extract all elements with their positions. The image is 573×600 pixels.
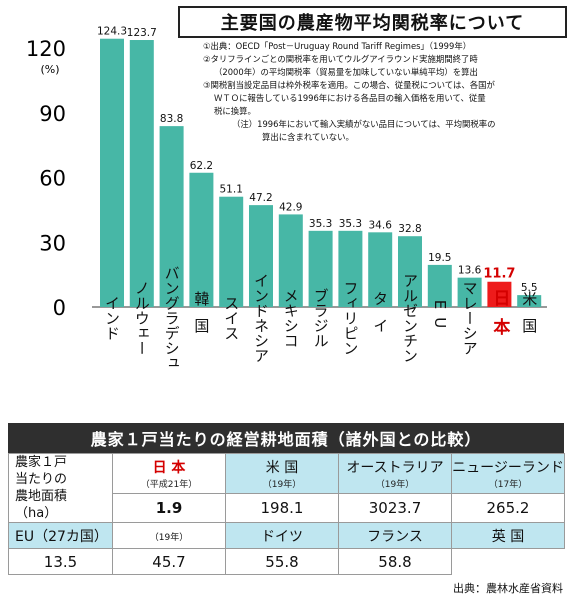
- survey-year: （19年）: [149, 532, 189, 543]
- bar-chart: 0 30 60 90 120 (%) 124.3 123.7 83.8 62.2 51.1 47.2…: [26, 26, 547, 371]
- bar-value-label: 19.5: [428, 252, 451, 264]
- note-line: （注）1996年において輸入実績がない品目については、平均関税率の: [232, 119, 496, 129]
- source-note: 出典：農林水産省資料: [453, 582, 563, 595]
- category-label: マレーシア: [461, 281, 479, 356]
- area-header-germany: ドイツ: [225, 522, 339, 549]
- bar: [278, 214, 303, 307]
- bar-value-label: 35.3: [309, 218, 332, 230]
- area-header-usa: 米 国 （19年）: [225, 453, 339, 494]
- category-label: タイ: [371, 291, 389, 345]
- bar-value-label: 124.3: [97, 26, 127, 38]
- note-line: ＷＴＯに報告している1996年における各品目の輸入価格を用いて、従量: [214, 93, 486, 103]
- country-name: オーストラリア: [346, 459, 444, 476]
- category-label: インドネシア: [252, 273, 270, 363]
- area-header-uk: 英 国: [451, 522, 565, 549]
- category-label: 日本: [489, 289, 510, 347]
- area-value-newzealand: 265.2: [451, 492, 565, 524]
- country-name: 米 国: [265, 459, 299, 476]
- category-label: フィリピン: [341, 281, 359, 356]
- bar-value-label: 51.1: [220, 184, 243, 196]
- note-line: ②タリフラインごとの関税率を用いてウルグアイラウンド実施期間終了時: [203, 54, 478, 64]
- area-row-header: 農家１戸 当たりの 農地面積 （ha）: [8, 453, 113, 523]
- y-tick-label: 120: [26, 37, 66, 61]
- bar-value-label: 83.8: [160, 113, 183, 125]
- bar: [129, 40, 154, 308]
- bar-value-label: 42.9: [279, 201, 302, 213]
- category-label: スイス: [222, 296, 240, 341]
- y-tick-label: 30: [39, 231, 66, 255]
- survey-year: （19年）: [375, 479, 415, 490]
- area-header-eu-year: （19年）: [112, 522, 226, 549]
- area-table: 農家１戸 当たりの 農地面積 （ha） 日 本 （平成21年） 米 国 （19年…: [8, 453, 565, 575]
- bar-value-label: 35.3: [339, 218, 362, 230]
- area-value-usa: 198.1: [225, 492, 339, 524]
- bar: [249, 205, 273, 307]
- country-name: EU（27カ国）: [15, 528, 108, 545]
- area-value-japan: 1.9: [112, 492, 226, 524]
- bar: [338, 230, 363, 307]
- bar-value-label: 11.7: [483, 267, 515, 282]
- bar: [398, 236, 422, 307]
- area-value-germany: 45.7: [112, 548, 226, 575]
- bar: [517, 295, 542, 307]
- area-value-france: 55.8: [225, 548, 339, 575]
- bar-value-label: 62.2: [190, 160, 213, 172]
- note-line: 算出に含まれていない。: [262, 132, 354, 142]
- area-header-australia: オーストラリア （19年）: [338, 453, 452, 494]
- bar: [487, 281, 512, 307]
- bar: [100, 38, 124, 307]
- survey-year: （平成21年）: [140, 479, 198, 490]
- area-table-title: 農家１戸当たりの経営耕地面積（諸外国との比較）: [8, 423, 564, 453]
- note-line: 税に換算。: [214, 106, 256, 116]
- bar-value-label: 32.8: [398, 223, 421, 235]
- row-header-line: 農地面積: [15, 489, 68, 504]
- category-label: ブラジル: [312, 288, 330, 348]
- category-label: メキシコ: [282, 288, 300, 348]
- y-tick-label: 0: [53, 296, 66, 320]
- area-value-australia: 3023.7: [338, 492, 452, 524]
- bar: [368, 232, 393, 307]
- area-value-uk: 58.8: [338, 548, 452, 575]
- bar: [189, 172, 214, 307]
- y-axis-label: (%): [40, 63, 59, 76]
- category-label: EU: [431, 300, 449, 336]
- bar: [427, 264, 452, 307]
- country-name: 日 本: [152, 459, 186, 476]
- note-line: ①出典：OECD「Post－Uruguay Round Tariff Regim…: [203, 41, 472, 51]
- bar-value-label: 123.7: [127, 27, 157, 39]
- category-label: 米国: [520, 291, 538, 345]
- area-header-newzealand: ニュージーランド （17年）: [451, 453, 565, 494]
- country-name: ニュージーランド: [452, 459, 564, 476]
- survey-year: （19年）: [262, 479, 302, 490]
- bar-value-label: 34.6: [369, 219, 393, 231]
- bar-value-label: 47.2: [249, 192, 272, 204]
- bar-value-label: 5.5: [521, 282, 538, 294]
- area-header-japan: 日 本 （平成21年）: [112, 453, 226, 494]
- y-tick-label: 60: [39, 167, 66, 191]
- note-line: ③関税割当設定品目は枠外税率を適用。この場合、従量税については、各国が: [203, 80, 495, 90]
- bar: [457, 277, 482, 307]
- y-tick-label: 90: [39, 102, 66, 126]
- chart-title: 主要国の農産物平均関税率について: [178, 6, 567, 38]
- bar-value-label: 13.6: [458, 265, 482, 277]
- category-label: 韓国: [192, 291, 210, 345]
- category-label: ノルウェー: [133, 281, 151, 356]
- area-header-france: フランス: [338, 522, 452, 549]
- area-value-eu: 13.5: [8, 548, 113, 575]
- category-label: インド: [103, 296, 121, 341]
- bar: [308, 230, 333, 307]
- bar: [159, 126, 184, 307]
- area-header-eu: EU（27カ国）: [8, 522, 113, 549]
- category-label: アルゼンチン: [401, 273, 419, 363]
- bar: [219, 196, 244, 307]
- category-label: バングラデシュ: [163, 266, 181, 371]
- note-line: （2000年）の平均関税率（貿易量を加味していない単純平均）を算出: [214, 67, 478, 77]
- row-header-line: 当たりの: [15, 472, 68, 487]
- row-header-line: （ha）: [15, 506, 58, 521]
- row-header-line: 農家１戸: [15, 455, 68, 470]
- survey-year: （17年）: [488, 479, 528, 490]
